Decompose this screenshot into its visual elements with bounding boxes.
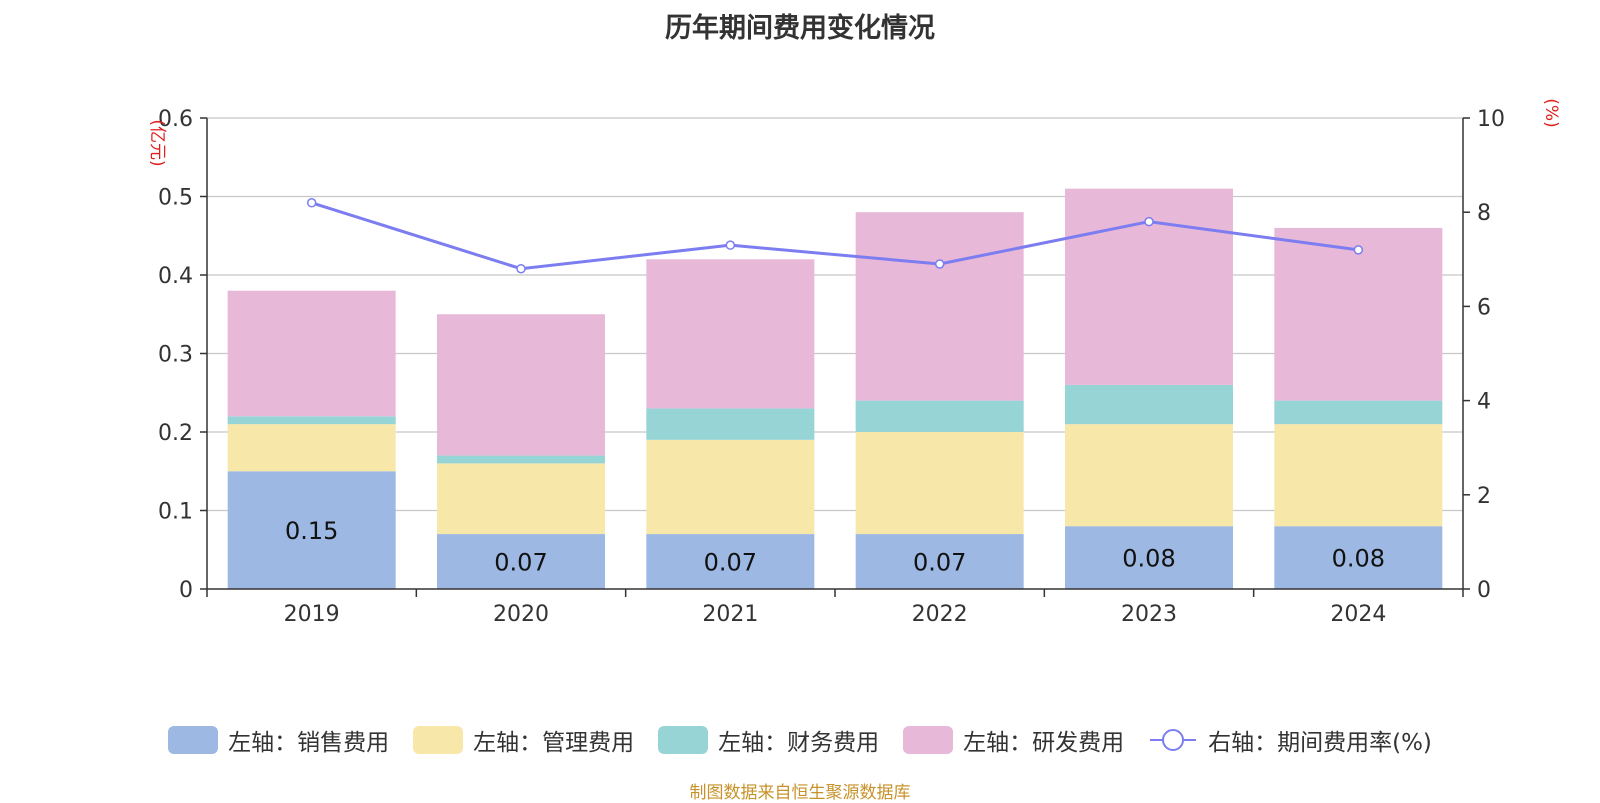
x-axis-label: 2021	[702, 602, 758, 627]
right-axis-tick-label: 10	[1477, 107, 1505, 132]
bar-finance-2023	[1065, 384, 1233, 425]
legend-item-finance[interactable]: 左轴：财务费用	[658, 723, 879, 757]
rate-point-2023	[1144, 216, 1154, 227]
legend-label-rate: 右轴：期间费用率(%)	[1208, 730, 1432, 756]
rate-point-2020	[516, 263, 526, 274]
bar-sales-2020	[437, 534, 605, 589]
legend-item-rnd[interactable]: 左轴：研发费用	[903, 723, 1124, 757]
chart-plot: 0 0.1 0.2 0.3 0.4 0.5 0.6 0 2 4 6 8 10 (亿元) (%) 2019 202…	[147, 98, 1561, 627]
rate-line	[311, 201, 1359, 271]
bar-finance-2021	[646, 408, 815, 440]
axis-layer: 0 0.1 0.2 0.3 0.4 0.5 0.6 0 2 4 6 8 10 (亿元) (%) 2019 202…	[147, 98, 1561, 627]
legend-swatch-sales	[168, 726, 219, 754]
grid-layer	[207, 117, 1463, 512]
bar-finance-2024	[1274, 400, 1443, 425]
left-axis-tick-label: 0.5	[158, 186, 193, 211]
right-axis-tick-label: 0	[1477, 578, 1491, 603]
bar-rnd-2021	[646, 259, 815, 409]
legend-label-finance: 左轴：财务费用	[718, 730, 880, 756]
legend-label-rnd: 左轴：研发费用	[963, 730, 1125, 756]
legend-label-admin: 左轴：管理费用	[473, 730, 635, 756]
data-label-sales-2022: 0.07	[913, 549, 966, 577]
x-axis-label: 2019	[284, 602, 340, 627]
bar-rnd-2020	[437, 314, 605, 456]
left-axis-tick-label: 0.6	[158, 107, 193, 132]
left-axis-unit: (亿元)	[147, 119, 167, 166]
bar-finance-2019	[227, 416, 396, 425]
rate-point-2019	[306, 198, 317, 208]
bar-admin-2024	[1274, 424, 1443, 527]
x-axis-label: 2022	[912, 602, 968, 627]
left-axis-tick-label: 0	[179, 578, 193, 603]
legend-item-rate[interactable]: 右轴：期间费用率(%)	[1148, 723, 1432, 757]
rate-point-2024	[1353, 245, 1364, 255]
bar-rnd-2022	[855, 212, 1024, 401]
bar-sales-2023	[1065, 526, 1233, 589]
legend-swatch-rnd	[903, 726, 954, 754]
data-label-sales-2023: 0.08	[1122, 545, 1175, 573]
legend-item-admin[interactable]: 左轴：管理费用	[413, 723, 634, 757]
bar-finance-2020	[437, 455, 605, 464]
legend-swatch-admin	[413, 726, 464, 754]
right-axis-tick-label: 2	[1477, 484, 1491, 509]
data-label-sales-2020: 0.07	[494, 549, 547, 577]
right-axis-tick-label: 6	[1477, 295, 1491, 320]
left-axis-tick-label: 0.4	[158, 264, 193, 289]
legend-label-sales: 左轴：销售费用	[228, 730, 390, 756]
left-axis-tick-label: 0.2	[158, 421, 193, 446]
x-axis-label: 2024	[1330, 602, 1386, 627]
line-layer	[306, 198, 1364, 274]
data-label-sales-2019: 0.15	[285, 517, 338, 545]
rate-point-2021	[725, 240, 736, 250]
rate-point-2022	[934, 259, 945, 269]
right-axis-tick-label: 8	[1477, 201, 1491, 226]
bar-layer	[227, 188, 1443, 589]
x-axis-label: 2020	[493, 602, 549, 627]
bar-admin-2019	[227, 424, 396, 472]
bar-admin-2021	[646, 439, 815, 535]
right-axis-tick-label: 4	[1477, 390, 1491, 415]
bar-rnd-2024	[1274, 227, 1443, 401]
bar-sales-2019	[227, 471, 396, 589]
right-axis-unit: (%)	[1541, 98, 1561, 127]
legend-swatch-rate	[1150, 729, 1197, 751]
legend-swatch-finance	[658, 726, 709, 754]
bar-sales-2021	[646, 534, 815, 589]
bar-rnd-2019	[227, 290, 396, 417]
data-label-sales-2024: 0.08	[1332, 545, 1385, 573]
data-label-sales-2021: 0.07	[704, 549, 757, 577]
bar-admin-2020	[437, 463, 605, 535]
left-axis-tick-label: 0.1	[158, 500, 193, 525]
legend: 左轴：销售费用 左轴：管理费用 左轴：财务费用 左轴：研发费用 右轴：期间费用率…	[0, 720, 1600, 760]
bar-admin-2022	[855, 432, 1024, 535]
bar-sales-2022	[855, 534, 1024, 589]
left-axis-tick-label: 0.3	[158, 343, 193, 368]
label-layer: 0.15 0.07 0.07 0.07 0.08 0.08	[285, 517, 1385, 576]
chart-title: 历年期间费用变化情况	[665, 13, 935, 44]
bar-sales-2024	[1274, 526, 1443, 589]
bar-finance-2022	[855, 400, 1024, 432]
x-axis-label: 2023	[1121, 602, 1177, 627]
legend-item-sales[interactable]: 左轴：销售费用	[168, 723, 389, 757]
source-note: 制图数据来自恒生聚源数据库	[689, 783, 911, 803]
bar-admin-2023	[1065, 424, 1233, 527]
